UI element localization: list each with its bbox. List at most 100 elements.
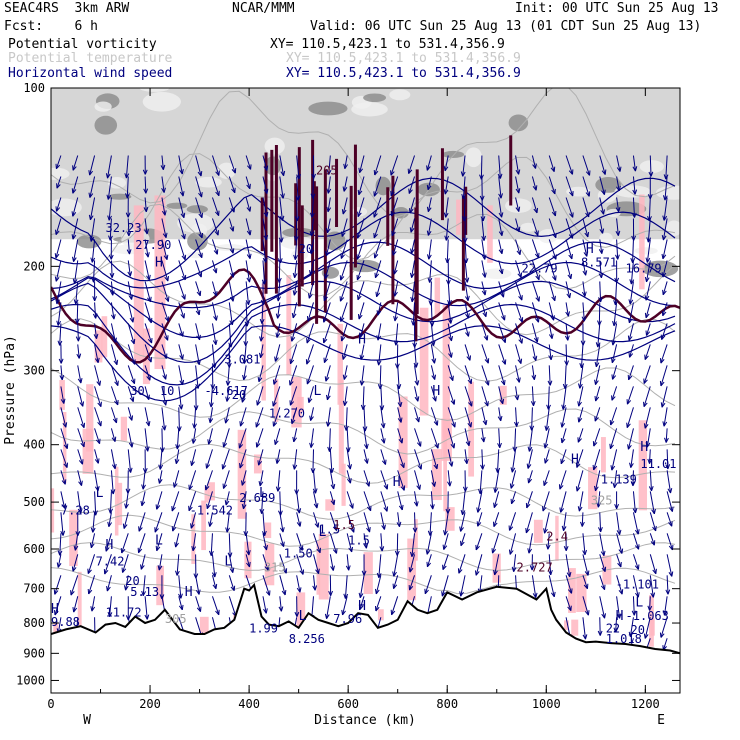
wind-vector-head xyxy=(668,571,674,577)
wind-vector xyxy=(195,344,200,365)
wind-vector xyxy=(565,176,574,197)
wind-vector-head xyxy=(577,417,583,423)
wind-vector-head xyxy=(274,356,279,362)
wind-vector-head xyxy=(626,399,632,405)
wind-vector xyxy=(373,176,382,197)
wind-vector xyxy=(595,386,601,402)
wind-vector-head xyxy=(527,548,533,554)
wind-vector xyxy=(649,470,653,491)
extrema-marker: L xyxy=(313,384,321,399)
wind-vector-head xyxy=(158,464,164,470)
wind-vector-head xyxy=(609,419,615,426)
wind-vector-head xyxy=(96,380,102,386)
wind-vector-head xyxy=(315,568,320,574)
wind-vector xyxy=(481,218,485,241)
y-axis-label: Pressure (hPa) xyxy=(3,335,18,445)
wind-vector-head xyxy=(263,608,268,614)
wind-vector xyxy=(582,176,590,197)
wind-vector xyxy=(54,575,62,595)
wind-vector xyxy=(346,428,349,453)
wind-vector-head xyxy=(206,503,211,510)
wind-speed-contour-label: 1.5 xyxy=(318,523,340,537)
wind-vector-head xyxy=(411,320,416,326)
wind-vector xyxy=(545,407,550,431)
wind-vector-head xyxy=(594,379,599,385)
wind-vector-head xyxy=(361,570,367,576)
wind-vector xyxy=(481,407,487,426)
wind-vector-head xyxy=(179,354,184,360)
wind-vector-head xyxy=(325,250,330,257)
wind-vector-head xyxy=(374,605,380,612)
wind-vector-head xyxy=(157,478,163,484)
wind-vector-head xyxy=(325,227,331,234)
wind-vector-head xyxy=(517,272,523,278)
wind-vector-head xyxy=(230,585,236,592)
wind-vector xyxy=(329,449,333,473)
wind-vector-head xyxy=(533,337,539,343)
wind-vector-head xyxy=(282,568,288,574)
wind-vector-head xyxy=(229,226,235,232)
wind-vector-head xyxy=(628,631,634,637)
wind-vector xyxy=(397,428,403,444)
wind-vector xyxy=(161,365,167,380)
wind-vector xyxy=(514,428,517,452)
wind-vector xyxy=(663,407,668,427)
wind-vector-head xyxy=(263,544,268,551)
wind-vector-head xyxy=(397,417,403,423)
wind-vector xyxy=(464,302,469,319)
wind-vector xyxy=(279,176,284,199)
wind-vector-head xyxy=(525,527,530,534)
wind-vector xyxy=(72,554,79,572)
wind-vector-head xyxy=(431,481,437,487)
wind-vector xyxy=(296,575,301,593)
wind-vector xyxy=(614,281,618,305)
wind-vector-head xyxy=(87,588,93,595)
wind-vector-head xyxy=(659,380,665,387)
wind-vector-head xyxy=(325,394,331,401)
wind-vector-head xyxy=(109,272,115,278)
wind-vector-head xyxy=(373,212,378,218)
wind-vector xyxy=(599,533,605,556)
wind-vector-head xyxy=(239,421,245,427)
wind-vector-head xyxy=(163,254,169,261)
wind-vector-head xyxy=(510,498,516,505)
wind-vector-head xyxy=(600,550,606,557)
wind-vector-head xyxy=(195,383,201,389)
wind-vector xyxy=(144,239,149,258)
wind-vector xyxy=(312,449,314,473)
wind-vector-head xyxy=(145,394,150,400)
wind-vector xyxy=(144,407,150,427)
wind-vector-head xyxy=(660,334,666,340)
wind-vector-head xyxy=(191,545,197,552)
wind-vector-head xyxy=(263,188,269,195)
wind-vector-head xyxy=(313,503,319,509)
wind-vector-head xyxy=(414,380,420,386)
wind-vector xyxy=(195,218,203,239)
wind-vector xyxy=(190,512,197,529)
wind-vector-head xyxy=(261,530,267,536)
wind-vector-head xyxy=(294,611,300,617)
wind-vector xyxy=(460,512,466,532)
wind-vector xyxy=(255,407,264,428)
wind-vector xyxy=(444,176,449,195)
wind-vector-head xyxy=(229,296,235,302)
cloud-blob xyxy=(389,89,411,101)
wind-vector-head xyxy=(125,193,130,199)
wind-vector xyxy=(616,218,619,236)
wind-vector-head xyxy=(196,359,201,365)
wind-vector xyxy=(564,365,567,389)
wind-vector-head xyxy=(95,438,101,445)
wind-vector xyxy=(178,386,182,410)
wind-speed-contour-label: 7.28 xyxy=(61,504,90,518)
wind-vector xyxy=(341,218,348,237)
wind-vector-head xyxy=(238,443,244,449)
wind-vector xyxy=(138,533,146,553)
wind-vector xyxy=(515,386,519,401)
wind-vector xyxy=(464,428,470,446)
isentrope-line xyxy=(51,542,676,572)
wind-vector-head xyxy=(627,444,632,450)
y-tick-label: 1000 xyxy=(16,673,45,687)
wind-vector xyxy=(211,260,217,274)
wind-vector-head xyxy=(508,525,514,531)
field-label-theta: Potential temperature xyxy=(8,51,173,66)
